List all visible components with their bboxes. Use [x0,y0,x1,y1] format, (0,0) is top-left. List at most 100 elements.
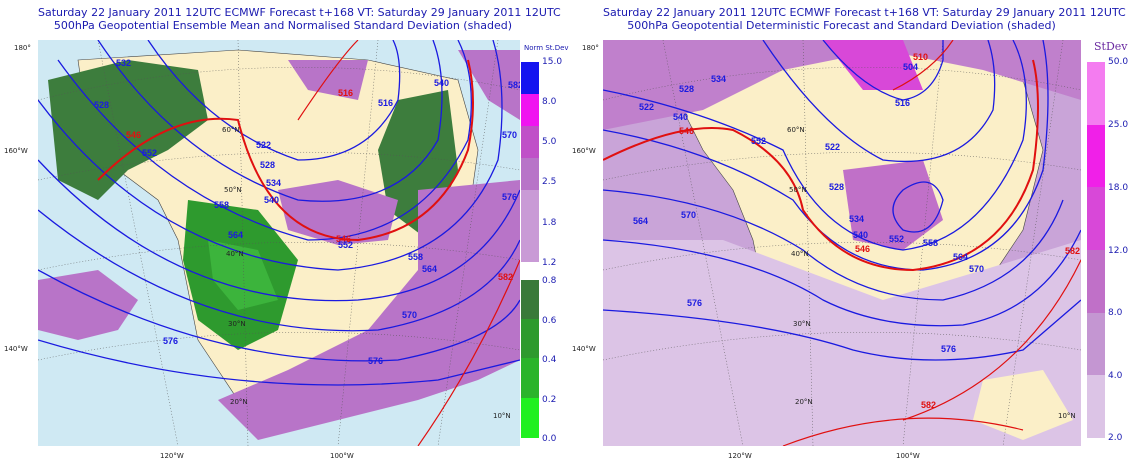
left-contour-label: 570 [502,130,518,140]
left-lon-180: 180° [14,44,31,52]
right-contour-label: 504 [903,62,919,72]
right-map: 522 528 534 540 546 552 504 510 516 522 … [603,40,1081,446]
legend-swatch [521,126,539,158]
legend-swatch [521,280,539,319]
left-contour-label: 570 [402,310,418,320]
left-legend-tick: 1.2 [542,258,557,268]
right-legend-tick: 25.0 [1108,120,1129,130]
legend-swatch [521,62,539,94]
right-contour-label: 534 [711,74,727,84]
right-lon-160w: 160°W [572,147,596,155]
left-contour-label: 516 [378,98,394,108]
right-contour-label: 582 [1065,246,1081,256]
left-contour-label: 528 [260,160,276,170]
legend-swatch [521,358,539,398]
right-magenta [823,40,923,90]
right-legend-tick: 50.0 [1108,57,1129,67]
left-legend-tick: 5.0 [542,137,557,147]
legend-swatch [1087,375,1105,438]
left-contour-label: 540 [434,78,450,88]
right-contour-label: 546 [855,244,871,254]
left-legend-tick: 2.5 [542,177,557,187]
right-legend-title: StDev [1094,40,1128,53]
left-lat-label: 20°N [230,398,248,406]
legend-swatch [1087,62,1105,125]
left-legend-title: Norm St.Dev [524,44,569,52]
left-lon-100w: 100°W [330,452,354,460]
left-lat-label: 50°N [224,186,242,194]
right-light-purple [603,240,1081,446]
right-contour-label: 522 [639,102,655,112]
left-contour-label: 546 [336,234,352,244]
legend-swatch [1087,125,1105,187]
left-contour-label: 522 [256,140,272,150]
left-legend-tick: 8.0 [542,97,557,107]
left-contour-label: 534 [266,178,282,188]
right-legend-tick: 8.0 [1108,308,1123,318]
right-contour-label: 546 [679,126,695,136]
left-title-line2: 500hPa Geopotential Ensemble Mean and No… [53,19,513,32]
left-contour-label: 564 [422,264,438,274]
left-contour-label: 564 [228,230,244,240]
right-contour-label: 570 [969,264,985,274]
left-contour-label: 558 [214,200,230,210]
left-contour-label: 552 [142,148,158,158]
right-contour-label: 510 [913,52,929,62]
left-lon-140w: 140°W [4,345,28,353]
right-legend-tick: 18.0 [1108,183,1129,193]
left-legend-tick: 0.8 [542,276,557,286]
right-lat-label: 50°N [789,186,807,194]
right-title-line2: 500hPa Geopotential Deterministic Foreca… [627,19,1056,32]
green-area-1 [48,60,208,200]
legend-swatch [521,319,539,358]
right-lat-label: 20°N [795,398,813,406]
left-contour-label: 552 [338,240,354,250]
right-contour-label: 564 [633,216,649,226]
left-map: 516 522 528 534 540 546 552 558 564 570 … [38,40,520,446]
left-contour-label: 582 [508,80,520,90]
right-lon-label: 10°N [1058,412,1076,420]
left-lat-label: 40°N [226,250,244,258]
right-lon-120w: 120°W [728,452,752,460]
right-contour-label: 576 [687,298,703,308]
left-legend-tick: 1.8 [542,218,557,228]
legend-swatch [521,398,539,438]
left-contour-label: 576 [502,192,518,202]
left-contour-label: 516 [338,88,354,98]
left-lat-label: 30°N [228,320,246,328]
right-lon-100w: 100°W [896,452,920,460]
right-contour-label: 564 [953,252,969,262]
right-title-line1: Saturday 22 January 2011 12UTC ECMWF For… [603,6,1126,19]
left-legend-tick: 0.0 [542,434,557,444]
left-lon-120w: 120°W [160,452,184,460]
left-contour-label: 528 [94,100,110,110]
left-contour-label: 546 [126,130,142,140]
left-lon-label: 10°N [493,412,511,420]
right-contour-label: 558 [923,238,939,248]
left-legend-tick: 15.0 [542,57,563,67]
left-lat-label: 60°N [222,126,240,134]
purple-area-3 [38,270,138,340]
left-contour-label: 540 [264,195,280,205]
left-legend-tick: 0.6 [542,316,557,326]
left-lon-160w: 160°W [4,147,28,155]
right-contour-label: 552 [751,136,767,146]
right-legend-tick: 12.0 [1108,246,1129,256]
right-lat-label: 30°N [793,320,811,328]
left-contour-label: 582 [498,272,514,282]
right-contour-label: 570 [681,210,697,220]
right-contour-label: 534 [849,214,865,224]
left-contour-label: 576 [163,336,179,346]
left-contour-label: 576 [368,356,384,366]
left-contour-label: 532 [116,58,132,68]
right-contour-label: 552 [889,234,905,244]
left-contour-label: 558 [408,252,424,262]
right-legend-tick: 2.0 [1108,433,1123,443]
legend-swatch [1087,187,1105,250]
right-map-canvas [603,40,1081,446]
left-legend-tick: 0.4 [542,355,557,365]
legend-swatch [521,158,539,190]
right-purple-top [603,40,1081,130]
right-legend-tick: 4.0 [1108,371,1123,381]
right-lon-180: 180° [582,44,599,52]
